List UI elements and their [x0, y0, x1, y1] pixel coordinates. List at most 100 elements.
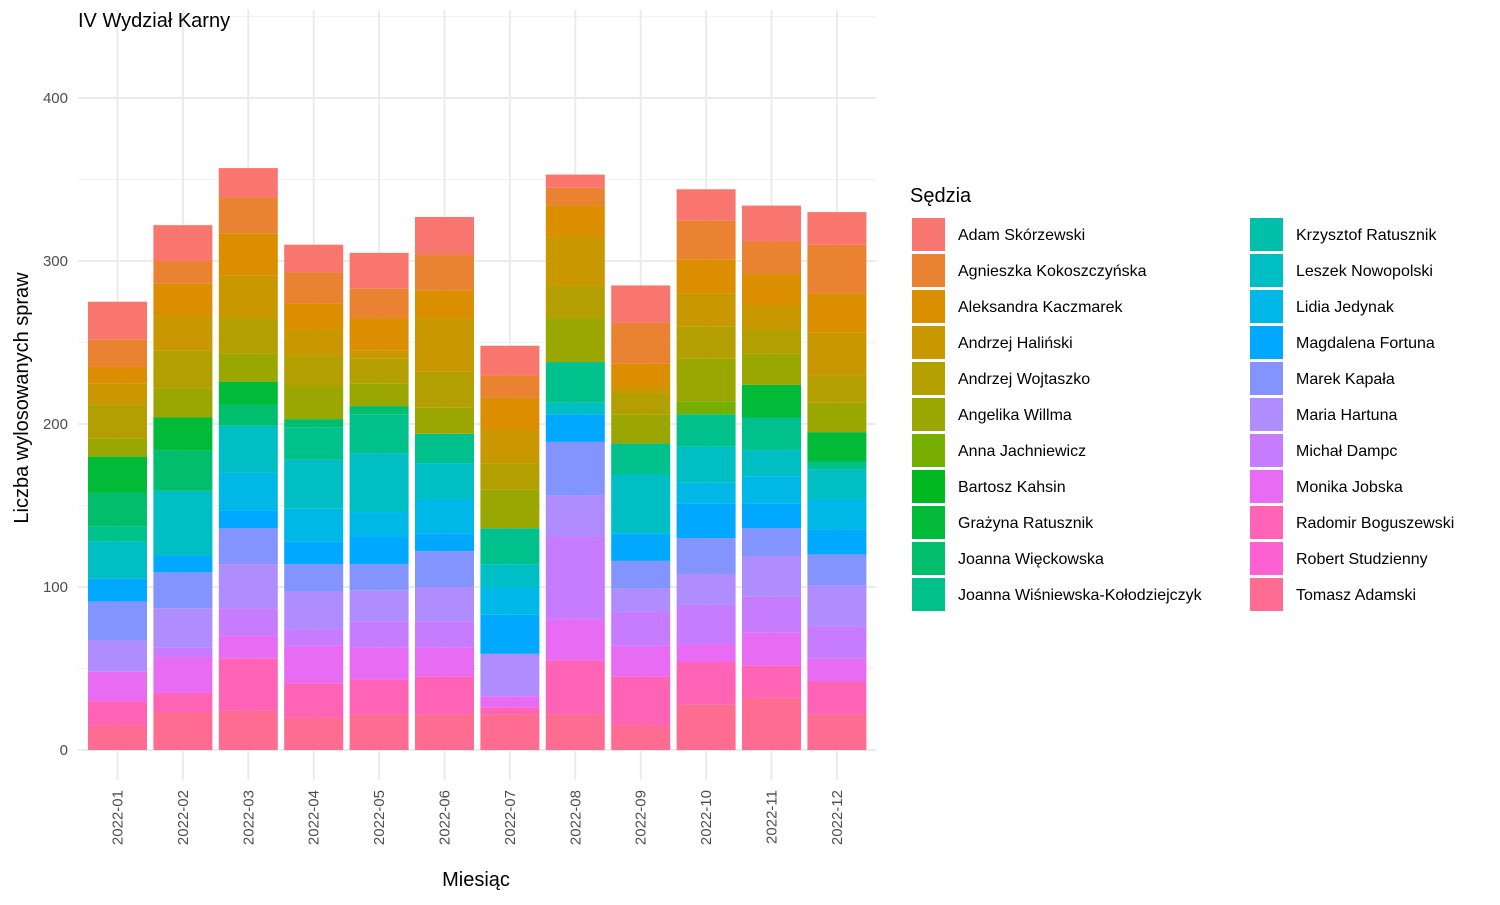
legend-label: Michał Dampc [1296, 443, 1397, 460]
bar-segment [88, 404, 147, 439]
bar-segment [611, 443, 671, 475]
bar-segment [284, 303, 344, 330]
bar-segment [88, 526, 147, 542]
bar-segment [545, 285, 605, 319]
bar-segment [153, 350, 213, 389]
bar-segment [218, 564, 278, 609]
legend-item: Agnieszka Kokoszczyńska [912, 254, 1147, 287]
bar-segment [742, 241, 801, 275]
bar-segment [284, 629, 344, 646]
bar-stack [611, 285, 671, 750]
legend-label: Andrzej Haliński [958, 335, 1073, 352]
bar-segment [284, 591, 344, 630]
y-tick-label: 100 [43, 579, 68, 596]
bar-segment [218, 635, 278, 659]
bar-segment [545, 205, 605, 237]
bar-stack [545, 174, 605, 750]
bar-segment [218, 528, 278, 565]
bar-stacks [88, 168, 867, 750]
bar-segment [611, 474, 671, 534]
bar-segment [742, 556, 801, 597]
legend-label: Robert Studzienny [1296, 551, 1428, 568]
bar-segment [88, 725, 147, 750]
bar-segment [611, 363, 671, 387]
bar-stack [480, 345, 540, 750]
bar-segment [153, 712, 213, 750]
legend-item: Radomir Boguszewski [1250, 506, 1454, 539]
bar-segment [218, 275, 278, 319]
legend-label: Lidia Jedynak [1296, 299, 1395, 316]
bar-segment [218, 658, 278, 711]
bar-segment [480, 528, 540, 565]
bar-segment [611, 393, 671, 415]
bar-segment [349, 414, 409, 454]
legend-swatch [912, 254, 945, 287]
legend-item: Anna Jachniewicz [912, 434, 1086, 467]
legend-label: Tomasz Adamski [1296, 587, 1416, 604]
bar-segment [676, 482, 736, 504]
bar-segment [545, 402, 605, 415]
bar-segment [88, 492, 147, 527]
legend-swatch [912, 290, 945, 323]
legend-swatch [1250, 578, 1283, 611]
bar-segment [284, 717, 344, 750]
bar-segment [742, 528, 801, 557]
bar-segment [218, 197, 278, 234]
legend-item: Joanna Wiśniewska-Kołodziejczyk [912, 578, 1203, 611]
bar-segment [676, 189, 736, 221]
legend-item: Bartosz Kahsin [912, 470, 1066, 503]
legend-swatch [912, 542, 945, 575]
bar-segment [349, 358, 409, 384]
legend-label: Anna Jachniewicz [958, 443, 1086, 460]
bar-segment [742, 274, 801, 306]
bar-segment [153, 490, 213, 557]
bar-segment [807, 529, 867, 555]
bar-segment [807, 332, 867, 376]
legend-item: Magdalena Fortuna [1250, 326, 1435, 359]
legend-label: Krzysztof Ratusznik [1296, 227, 1437, 244]
x-tick-label: 2022-01 [110, 790, 127, 845]
legend-swatch [912, 326, 945, 359]
bar-segment [153, 450, 213, 491]
bar-segment [349, 590, 409, 622]
bar-segment [284, 508, 344, 542]
bar-segment [349, 564, 409, 591]
bar-segment [611, 560, 671, 589]
bar-segment [415, 254, 474, 291]
bar-segment [742, 417, 801, 451]
bar-stack [807, 212, 867, 750]
bar-stack [218, 168, 278, 750]
bar-segment [415, 714, 474, 750]
y-tick-label: 0 [60, 742, 68, 759]
legend-item: Monika Jobska [1250, 470, 1403, 503]
bar-segment [153, 417, 213, 451]
legend-swatch [1250, 542, 1283, 575]
bar-segment [415, 498, 474, 534]
legend-swatch [912, 398, 945, 431]
bar-segment [218, 608, 278, 636]
bar-segment [807, 626, 867, 659]
bar-segment [415, 407, 474, 434]
legend-item: Marek Kapała [1250, 362, 1395, 395]
bar-segment [349, 714, 409, 750]
bar-segment [676, 661, 736, 705]
legend-swatch [912, 470, 945, 503]
y-tick-label: 400 [43, 90, 68, 107]
bar-segment [611, 611, 671, 646]
bar-segment [349, 512, 409, 537]
bar-segment [480, 707, 540, 715]
bar-segment [88, 438, 147, 457]
legend-label: Radomir Boguszewski [1296, 515, 1454, 532]
bar-segment [807, 681, 867, 715]
x-tick-label: 2022-07 [502, 790, 519, 845]
legend: Sędzia Adam Skórzewski Agnieszka Kokoszcz… [910, 185, 1454, 611]
legend-label: Maria Hartuna [1296, 407, 1397, 424]
bar-segment [676, 220, 736, 260]
legend-swatch [1250, 218, 1283, 251]
bar-segment [153, 261, 213, 284]
bar-segment [153, 556, 213, 573]
bar-segment [218, 710, 278, 750]
bar-segment [480, 614, 540, 654]
bar-segment [349, 406, 409, 415]
bar-segment [153, 283, 213, 317]
